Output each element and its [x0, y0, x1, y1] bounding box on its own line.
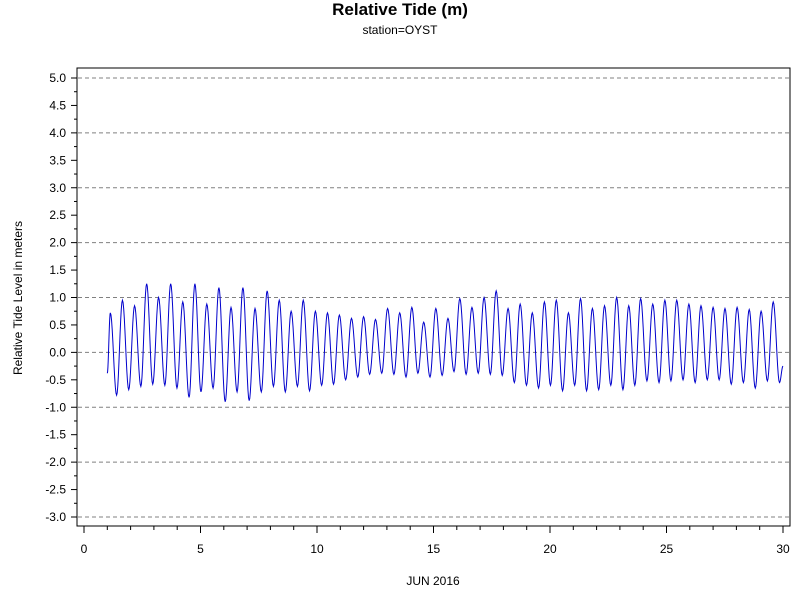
y-tick-label: -1.0 — [45, 400, 66, 414]
y-axis-label: Relative Tide Level in meters — [11, 221, 25, 375]
x-tick-label: 10 — [310, 542, 324, 556]
y-tick-label: 4.0 — [49, 126, 66, 140]
x-axis-ticks: 0 5 10 15 20 25 30 — [81, 526, 790, 556]
y-axis-ticks: -3.0 -2.5 -2.0 -1.5 -1.0 -0.5 0.0 0.5 1.0 1.5 2.0 2… — [45, 71, 77, 524]
y-tick-label: 2.0 — [49, 236, 66, 250]
y-tick-label: 1.5 — [49, 263, 66, 277]
y-tick-label: 4.5 — [49, 98, 66, 112]
x-tick-label: 25 — [660, 542, 674, 556]
x-tick-label: 0 — [81, 542, 88, 556]
chart-subtitle: station=OYST — [362, 23, 438, 37]
y-tick-label: 3.5 — [49, 153, 66, 167]
x-tick-label: 15 — [427, 542, 441, 556]
x-tick-label: 20 — [543, 542, 557, 556]
x-tick-label: 5 — [197, 542, 204, 556]
y-tick-label: 0.0 — [49, 345, 66, 359]
x-axis-label: JUN 2016 — [406, 574, 460, 588]
y-tick-label: -1.5 — [45, 428, 66, 442]
y-tick-label: 2.5 — [49, 208, 66, 222]
gridlines — [78, 77, 789, 518]
y-tick-label: 5.0 — [49, 71, 66, 85]
y-tick-label: -3.0 — [45, 510, 66, 524]
chart-title: Relative Tide (m) — [332, 0, 468, 19]
x-tick-label: 30 — [776, 542, 790, 556]
y-tick-label: 0.5 — [49, 318, 66, 332]
y-tick-label: 1.0 — [49, 291, 66, 305]
y-tick-label: -0.5 — [45, 373, 66, 387]
y-tick-label: 3.0 — [49, 181, 66, 195]
y-tick-label: -2.5 — [45, 483, 66, 497]
tide-series-line — [106, 283, 784, 402]
y-tick-label: -2.0 — [45, 455, 66, 469]
